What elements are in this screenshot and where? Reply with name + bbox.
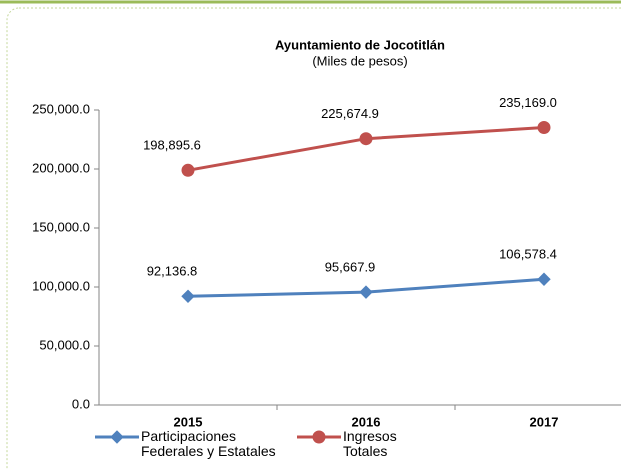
y-tick-label: 50,000.0 xyxy=(39,337,90,352)
data-point xyxy=(537,272,551,286)
x-tick-label: 2015 xyxy=(174,414,203,429)
data-point xyxy=(359,132,373,146)
y-tick-label: 150,000.0 xyxy=(32,219,90,234)
data-label: 95,667.9 xyxy=(325,260,376,275)
x-tick-label: 2016 xyxy=(352,414,381,429)
data-label: 235,169.0 xyxy=(499,95,557,110)
y-tick-label: 200,000.0 xyxy=(32,160,90,175)
legend-marker xyxy=(312,430,326,444)
data-point xyxy=(181,163,195,177)
data-label: 106,578.4 xyxy=(499,247,557,262)
legend-label: Ingresos Totales xyxy=(343,428,397,459)
data-point xyxy=(359,285,373,299)
y-tick-label: 100,000.0 xyxy=(32,278,90,293)
y-tick-label: 250,000.0 xyxy=(32,101,90,116)
frame xyxy=(6,7,621,470)
data-label: 225,674.9 xyxy=(321,106,379,121)
data-point xyxy=(181,289,195,303)
chart-title: Ayuntamiento de Jocotitlán xyxy=(275,37,445,52)
data-label: 198,895.6 xyxy=(143,138,201,153)
chart-subtitle: (Miles de pesos) xyxy=(312,53,407,68)
y-tick-label: 0.0 xyxy=(72,396,90,411)
legend-marker xyxy=(110,430,124,444)
legend-label: Participaciones Federales y Estatales xyxy=(141,428,276,459)
x-tick-label: 2017 xyxy=(530,414,559,429)
data-label: 92,136.8 xyxy=(147,264,198,279)
data-point xyxy=(537,121,551,135)
